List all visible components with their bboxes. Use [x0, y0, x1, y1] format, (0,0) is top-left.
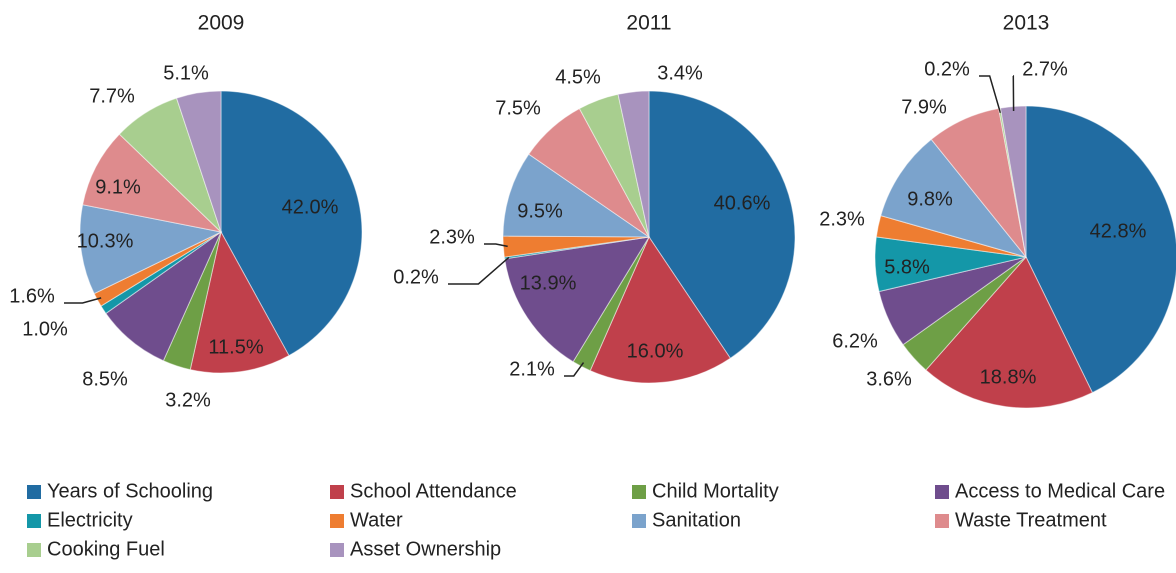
data-label: 40.6%: [714, 192, 771, 214]
data-label: 4.5%: [555, 66, 601, 88]
data-label: 8.5%: [82, 368, 128, 390]
pie-slice: [175, 90, 222, 233]
data-label: 9.1%: [95, 176, 141, 198]
data-label: 42.0%: [282, 196, 339, 218]
data-label: 3.4%: [657, 62, 703, 84]
data-label: 6.2%: [832, 330, 878, 352]
legend-label: Waste Treatment: [955, 509, 1107, 531]
pie-slice: [82, 133, 223, 233]
pie-slice: [79, 204, 223, 295]
leader-line: [484, 243, 508, 248]
data-label: 10.3%: [77, 230, 134, 252]
pie-slice: [189, 230, 290, 374]
leader-line: [979, 75, 1002, 113]
data-label: 13.9%: [520, 272, 577, 294]
data-label: 7.5%: [495, 97, 541, 119]
legend-label: Asset Ownership: [350, 538, 501, 560]
pie-slice: [880, 138, 1028, 258]
legend-label: Cooking Fuel: [47, 538, 165, 560]
legend-label: Child Mortality: [652, 480, 779, 502]
pie-slice: [504, 236, 650, 363]
pie-slice: [502, 153, 651, 238]
legend-swatch: [632, 485, 646, 499]
legend-label: Sanitation: [652, 509, 741, 531]
data-label: 2.1%: [509, 358, 555, 380]
pie-slice: [617, 90, 650, 238]
data-label: 5.1%: [163, 62, 209, 84]
leader-line: [564, 362, 585, 377]
data-label: 5.8%: [884, 256, 930, 278]
legend-swatch: [27, 485, 41, 499]
data-label: 11.5%: [208, 336, 263, 358]
data-label: 1.6%: [9, 285, 55, 307]
chart-title: 2013: [1003, 12, 1050, 35]
data-label: 2.3%: [819, 208, 865, 230]
legend-swatch: [935, 514, 949, 528]
chart-title: 2011: [626, 12, 671, 35]
data-label: 9.5%: [517, 200, 563, 222]
data-label: 0.2%: [393, 266, 439, 288]
legend-label: School Attendance: [350, 480, 517, 502]
legend-swatch: [330, 485, 344, 499]
leader-line: [64, 297, 102, 304]
data-label: 2.3%: [429, 226, 475, 248]
data-label: 16.0%: [627, 340, 684, 362]
data-label: 7.9%: [901, 96, 947, 118]
legend-label: Years of Schooling: [47, 480, 213, 502]
data-label: 0.2%: [924, 58, 970, 80]
data-label: 3.6%: [866, 368, 912, 390]
chart-title: 2009: [198, 12, 245, 35]
leader-line: [448, 256, 510, 285]
legend-label: Electricity: [47, 509, 133, 531]
data-label: 7.7%: [89, 85, 135, 107]
data-label: 42.8%: [1090, 220, 1147, 242]
data-label: 2.7%: [1022, 58, 1068, 80]
legend-swatch: [27, 514, 41, 528]
data-label: 18.8%: [980, 366, 1037, 388]
data-label: 9.8%: [907, 188, 953, 210]
legend-swatch: [330, 514, 344, 528]
data-label: 3.2%: [165, 389, 211, 411]
pie-slice: [1025, 105, 1176, 394]
data-label: 1.0%: [22, 318, 68, 340]
pie-slice: [648, 90, 796, 359]
leader-line: [1012, 75, 1015, 112]
legend-swatch: [935, 485, 949, 499]
legend-label: Water: [350, 509, 403, 531]
legend-swatch: [27, 543, 41, 557]
pie-slice: [589, 235, 731, 384]
legend-swatch: [632, 514, 646, 528]
legend-swatch: [330, 543, 344, 557]
pie-slice: [925, 256, 1094, 409]
legend-label: Access to Medical Care: [955, 480, 1165, 502]
pie-slice: [220, 90, 363, 357]
